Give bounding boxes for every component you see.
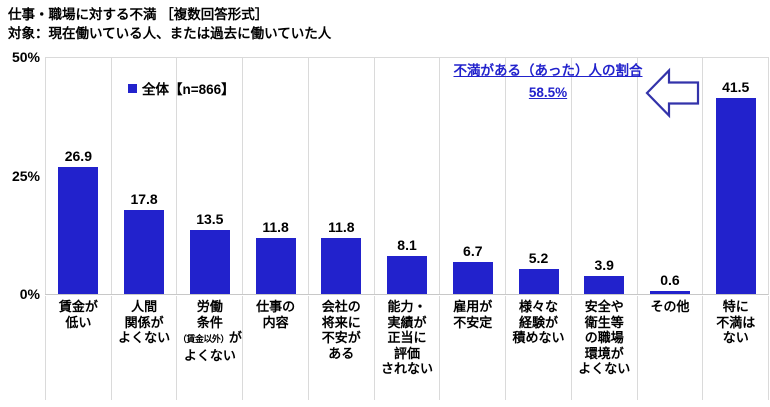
category-label-area: 賃金が 低い 人間 関係が よくない 労働 条件 （賃金以外）が よくない 仕事の 内容 会社の 将来に… (45, 296, 769, 400)
category-label: 会社の 将来に 不安が ある (307, 296, 374, 400)
legend-marker-icon (128, 83, 137, 93)
chart-column: 3.9 (570, 58, 637, 294)
bar (584, 275, 625, 294)
bar (452, 262, 493, 294)
bar-value-label: 3.9 (594, 256, 614, 273)
bar (518, 269, 559, 294)
chart-subtitle: 対象：現在働いている人、または過去に働いていた人 (8, 26, 332, 41)
category-label: その他 (636, 296, 703, 400)
chart-column: 8.1 (373, 58, 440, 294)
bar (321, 238, 362, 294)
chart-column: 5.2 (505, 58, 571, 294)
bar-value-label: 5.2 (528, 250, 549, 267)
chart-column: 6.7 (439, 58, 505, 294)
chart-column: 11.8 (242, 58, 308, 294)
category-label: 労働 条件 （賃金以外）が よくない (176, 296, 242, 400)
plot-area: 26.9 17.8 13.5 11.8 11.8 8.1 6.7 5.2 3.9 0.6 41.5 (45, 57, 769, 295)
chart-title: 仕事・職場に対する不満 ［複数回答形式］ (8, 7, 269, 22)
left-arrow-icon (645, 67, 701, 119)
bar (715, 98, 756, 294)
category-label: 賃金が 低い (45, 296, 111, 400)
chart-column: 17.8 (110, 58, 177, 294)
annotation-value: 58.5% (528, 85, 568, 100)
y-axis-tick-50: 50% (11, 49, 40, 65)
category-label: 特に 不満は ない (702, 296, 768, 400)
bar-value-label: 26.9 (64, 148, 92, 165)
category-label: 安全や 衛生等 の職場 環境が よくない (570, 296, 637, 400)
bar-value-label: 8.1 (397, 236, 417, 253)
bar-value-label: 41.5 (722, 79, 750, 96)
legend: 全体【n=866】 (128, 78, 235, 98)
chart-column: 13.5 (176, 58, 242, 294)
category-label: 仕事の 内容 (242, 296, 308, 400)
y-axis-tick-25: 25% (11, 168, 40, 184)
bar (58, 167, 99, 294)
bar (649, 291, 690, 294)
annotation: 不満がある（あった）人の割合 58.5% (448, 63, 648, 101)
bar-value-label: 11.8 (328, 219, 355, 236)
category-label: 様々な 経験が 積めない (505, 296, 571, 400)
chart-column: 41.5 (702, 58, 768, 294)
bar (387, 255, 428, 294)
chart-column: 0.6 (636, 58, 703, 294)
bar-value-label: 6.7 (463, 243, 483, 260)
bar (189, 230, 230, 294)
legend-label: 全体【n=866】 (142, 82, 235, 97)
category-label: 雇用が 不安定 (439, 296, 505, 400)
category-label: 人間 関係が よくない (110, 296, 177, 400)
bar-value-label: 11.8 (262, 219, 289, 236)
bar (255, 238, 296, 294)
chart-column: 11.8 (307, 58, 374, 294)
bar (124, 209, 165, 294)
bar-value-label: 0.6 (660, 272, 680, 289)
bar-value-label: 17.8 (130, 190, 158, 207)
bar-value-label: 13.5 (196, 211, 224, 228)
category-label: 能力・ 実績が 正当に 評価 されない (373, 296, 440, 400)
chart-column: 26.9 (45, 58, 111, 294)
annotation-text: 不満がある（あった）人の割合 (453, 63, 643, 78)
chart-title-block: 仕事・職場に対する不満 ［複数回答形式］ 対象：現在働いている人、または過去に働… (8, 5, 331, 43)
y-axis-tick-0: 0% (19, 286, 40, 302)
